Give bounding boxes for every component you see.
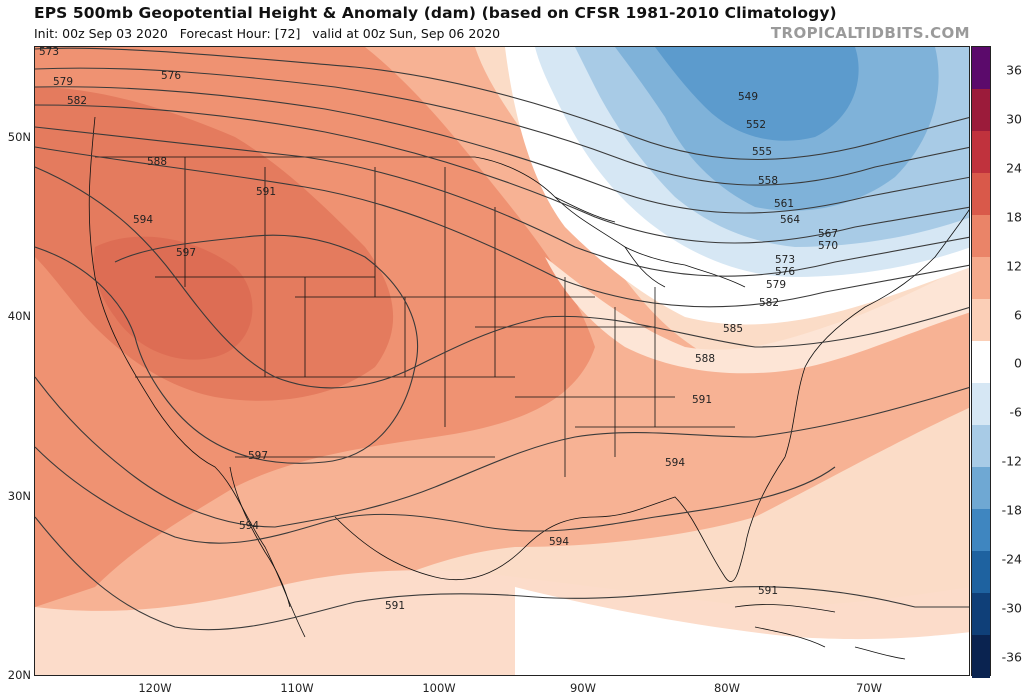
- colorbar-segment: [972, 593, 990, 636]
- lon-label: 80W: [713, 681, 741, 695]
- contour-label: 570: [818, 240, 838, 252]
- colorbar-segment: [972, 257, 990, 300]
- anomaly-fills: [35, 47, 969, 675]
- lon-label: 110W: [280, 681, 314, 695]
- colorbar-tick-label: -30: [1001, 600, 1022, 616]
- colorbar-segment: [972, 131, 990, 174]
- contour-label: 567: [818, 228, 838, 240]
- colorbar-segment: [972, 89, 990, 132]
- colorbar-segment: [972, 383, 990, 426]
- colorbar-tick-label: -18: [1001, 502, 1022, 518]
- contour-labels: 573 576 579 582 588 591 594 597 597 594 …: [39, 47, 838, 612]
- contour-label: 579: [53, 76, 73, 88]
- colorbar-tick-label: -36: [1001, 649, 1022, 665]
- colorbar-tick-label: 12: [1006, 258, 1022, 274]
- colorbar-segment: [972, 215, 990, 258]
- colorbar-tick-label: 24: [1006, 160, 1022, 176]
- colorbar-segment: [972, 341, 990, 384]
- contour-label: 573: [775, 254, 795, 266]
- colorbar-segment: [972, 425, 990, 468]
- geographic-boundaries: [88, 116, 969, 660]
- colorbar-segment: [972, 635, 990, 678]
- contour-label: 591: [692, 394, 712, 406]
- colorbar-tick-label: -6: [1009, 404, 1022, 420]
- contour-label: 549: [738, 91, 758, 103]
- contour-label: 591: [385, 600, 405, 612]
- lon-label: 120W: [138, 681, 172, 695]
- contour-label: 591: [256, 186, 276, 198]
- lat-label: 40N: [7, 309, 31, 323]
- contour-label: 561: [774, 198, 794, 210]
- contour-label: 576: [775, 266, 795, 278]
- colorbar-segment: [972, 551, 990, 594]
- forecast-hour: Forecast Hour: [72]: [179, 26, 301, 41]
- contour-label: 588: [147, 156, 167, 168]
- chart-subtitle: Init: 00z Sep 03 2020 Forecast Hour: [72…: [34, 26, 500, 41]
- map-panel: 573 576 579 582 588 591 594 597 597 594 …: [34, 46, 970, 676]
- colorbar-tick-label: 18: [1006, 209, 1022, 225]
- contour-label: 597: [176, 247, 196, 259]
- colorbar-segment: [972, 509, 990, 552]
- anomaly-colorbar: [971, 46, 991, 678]
- contour-label: 582: [759, 297, 779, 309]
- lon-label: 100W: [422, 681, 456, 695]
- contour-label: 564: [780, 214, 800, 226]
- contour-label: 573: [39, 47, 59, 58]
- contour-label: 594: [239, 520, 259, 532]
- contour-label: 579: [766, 279, 786, 291]
- colorbar-segment: [972, 299, 990, 342]
- colorbar-segment: [972, 173, 990, 216]
- contour-label: 597: [248, 450, 268, 462]
- valid-time: valid at 00z Sun, Sep 06 2020: [312, 26, 501, 41]
- init-time: Init: 00z Sep 03 2020: [34, 26, 168, 41]
- contour-label: 594: [133, 214, 153, 226]
- lat-label: 20N: [7, 668, 31, 682]
- map-graphic: 573 576 579 582 588 591 594 597 597 594 …: [35, 47, 969, 675]
- lon-label: 90W: [569, 681, 597, 695]
- chart-title: EPS 500mb Geopotential Height & Anomaly …: [34, 4, 837, 22]
- contour-label: 594: [665, 457, 685, 469]
- colorbar-tick-label: 0: [1014, 355, 1022, 371]
- lat-label: 50N: [7, 130, 31, 144]
- height-contours: [35, 47, 969, 631]
- colorbar-tick-label: 6: [1014, 307, 1022, 322]
- contour-label: 558: [758, 175, 778, 187]
- contour-label: 555: [752, 146, 772, 158]
- colorbar-segment: [972, 47, 990, 90]
- colorbar-tick-label: -24: [1001, 551, 1022, 567]
- contour-label: 576: [161, 70, 181, 82]
- contour-label: 588: [695, 353, 715, 365]
- colorbar-tick-label: -12: [1001, 453, 1022, 469]
- colorbar-segment: [972, 467, 990, 510]
- colorbar-tick-label: 30: [1006, 111, 1022, 127]
- site-watermark: TROPICALTIDBITS.COM: [770, 24, 970, 42]
- contour-label: 552: [746, 119, 766, 131]
- contour-label: 585: [723, 323, 743, 335]
- contour-label: 582: [67, 95, 87, 107]
- lat-label: 30N: [7, 489, 31, 503]
- colorbar-tick-label: 36: [1006, 62, 1022, 78]
- contour-label: 594: [549, 536, 569, 548]
- contour-label: 591: [758, 585, 778, 597]
- lon-label: 70W: [855, 681, 883, 695]
